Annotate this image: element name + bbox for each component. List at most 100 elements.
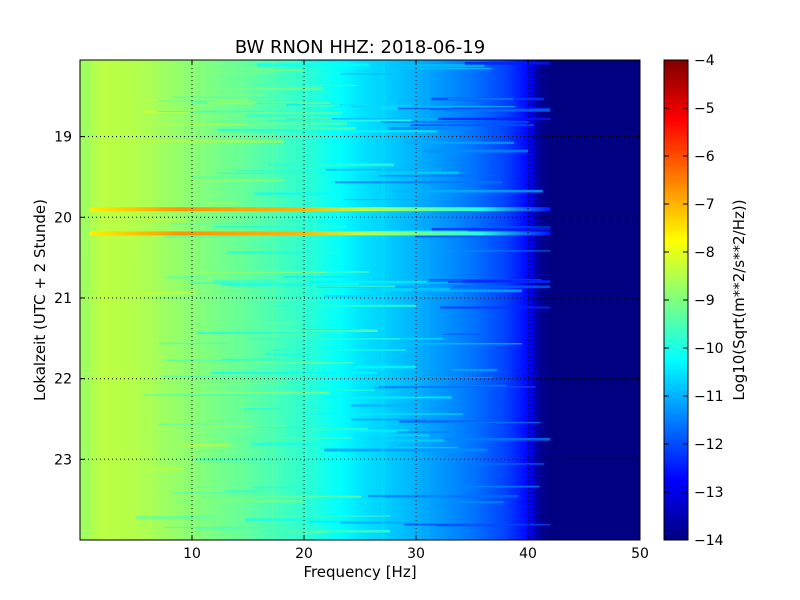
spectrogram-streak xyxy=(388,127,469,130)
spectrogram-streak xyxy=(446,421,541,424)
spectrogram-streak xyxy=(251,486,319,489)
y-axis-label: Lokalzeit (UTC + 2 Stunde) xyxy=(31,199,49,401)
spectrogram-streak xyxy=(159,99,218,102)
colorbar-tick-label: −10 xyxy=(694,341,724,357)
spectrogram-streak xyxy=(206,425,287,428)
spectrogram-streak xyxy=(140,124,275,126)
spectrogram-streak xyxy=(384,171,460,174)
spectrogram-streak xyxy=(344,199,451,201)
spectrogram-streak xyxy=(235,170,376,172)
spectrogram-streak xyxy=(351,418,460,421)
spectrogram-line xyxy=(338,60,340,540)
noise-band xyxy=(89,231,551,236)
spectrogram-streak xyxy=(195,527,246,529)
spectrogram-streak xyxy=(390,64,485,67)
spectrogram-streak xyxy=(213,225,346,228)
spectrogram-streak xyxy=(301,413,464,415)
spectrogram-streak xyxy=(393,447,459,449)
y-tick-label: 22 xyxy=(54,372,72,388)
spectrogram-streak xyxy=(158,423,246,426)
spectrogram-streak xyxy=(398,420,500,423)
noise-band xyxy=(89,207,551,212)
spectrogram-streak xyxy=(240,117,332,120)
spectrogram-streak xyxy=(324,396,452,399)
spectrogram-streak xyxy=(164,234,255,238)
colorbar-tick-label: −7 xyxy=(694,197,715,213)
spectrogram-streak xyxy=(393,343,522,345)
spectrogram-streak xyxy=(457,501,504,503)
spectrogram-streak xyxy=(205,201,240,205)
spectrogram-line xyxy=(207,60,209,540)
spectrogram-streak xyxy=(411,289,522,293)
x-tick-label: 40 xyxy=(519,546,537,562)
spectrogram-streak xyxy=(254,102,300,105)
colorbar-tick-label: −9 xyxy=(694,293,715,309)
spectrogram-streak xyxy=(243,407,281,410)
x-axis-label: Frequency [Hz] xyxy=(303,563,416,581)
chart-title: BW RNON HHZ: 2018-06-19 xyxy=(235,37,485,58)
y-tick-label: 23 xyxy=(54,452,72,468)
y-tick-label: 21 xyxy=(54,291,72,307)
spectrogram-streak xyxy=(431,228,551,231)
spectrogram-streak xyxy=(397,107,551,110)
spectrogram-streak xyxy=(456,463,545,465)
spectrogram-line xyxy=(241,60,243,540)
plot-frame xyxy=(79,59,641,541)
spectrogram-line xyxy=(299,60,301,540)
spectrogram-streak xyxy=(285,118,448,121)
colorbar-tick-label: −14 xyxy=(694,533,724,549)
spectrogram-streak xyxy=(180,391,330,394)
spectrogram-streak xyxy=(197,331,344,334)
spectrogram-line xyxy=(147,60,150,540)
spectrogram-streak xyxy=(220,283,359,286)
spectrogram-streak xyxy=(368,434,430,437)
spectrogram-streak xyxy=(166,276,207,279)
spectrogram-streak xyxy=(260,84,357,87)
spectrogram-streak xyxy=(222,87,323,91)
spectrogram-streak xyxy=(447,280,551,283)
spectrogram-streak xyxy=(224,490,262,493)
spectrogram-streak xyxy=(210,94,265,96)
noise-bands xyxy=(89,207,551,236)
spectrogram-streak xyxy=(195,458,276,461)
spectrogram-streak xyxy=(429,250,551,252)
spectrogram-streak xyxy=(302,104,340,107)
spectrogram-streak xyxy=(213,280,278,283)
colorbar-label: Log10(Sqrt(m**2/s**2/Hz)) xyxy=(730,199,748,400)
spectrogram-streak xyxy=(238,515,391,517)
spectrogram-streak xyxy=(464,61,551,65)
spectrogram-streak xyxy=(451,368,498,372)
spectrogram-streak xyxy=(275,304,417,308)
spectrogram-streak xyxy=(448,384,507,387)
spectrogram-streak xyxy=(137,140,284,143)
spectrogram-streak xyxy=(452,285,551,289)
spectrogram-image xyxy=(80,60,640,540)
spectrogram-streak xyxy=(181,444,231,447)
spectrogram-streak xyxy=(191,176,246,179)
spectrogram-streak xyxy=(443,437,551,441)
spectrogram-streak xyxy=(356,365,416,369)
x-axis: 10 20 30 40 50 xyxy=(183,60,649,562)
spectrogram-streak xyxy=(161,375,263,377)
spectrogram-streak xyxy=(397,431,450,433)
spectrogram-streak xyxy=(350,106,515,108)
spectrogram-line xyxy=(272,60,274,540)
grid-lines xyxy=(80,60,640,540)
spectrogram-streak xyxy=(250,338,400,340)
spectrogram-streak xyxy=(186,179,284,182)
spectrogram-streak xyxy=(447,98,513,100)
colorbar-tick-label: −8 xyxy=(694,245,715,261)
spectrogram-streak xyxy=(250,69,304,71)
spectrogram-streak xyxy=(157,110,302,112)
spectrogram-streak xyxy=(335,181,502,184)
spectrogram-streak xyxy=(227,251,340,254)
x-tick-label: 30 xyxy=(407,546,425,562)
spectrogram-streak xyxy=(229,437,353,439)
colorbar-axis: −4 −5 −6 −7 −8 −9 −10 −11 −12 −13 −14 xyxy=(664,53,724,549)
spectrogram-streak xyxy=(230,382,287,384)
spectrogram-streak xyxy=(309,280,463,284)
spectrogram-streak xyxy=(308,520,348,523)
spectrogram-streak xyxy=(153,297,225,299)
spectrogram-streak xyxy=(445,109,551,112)
